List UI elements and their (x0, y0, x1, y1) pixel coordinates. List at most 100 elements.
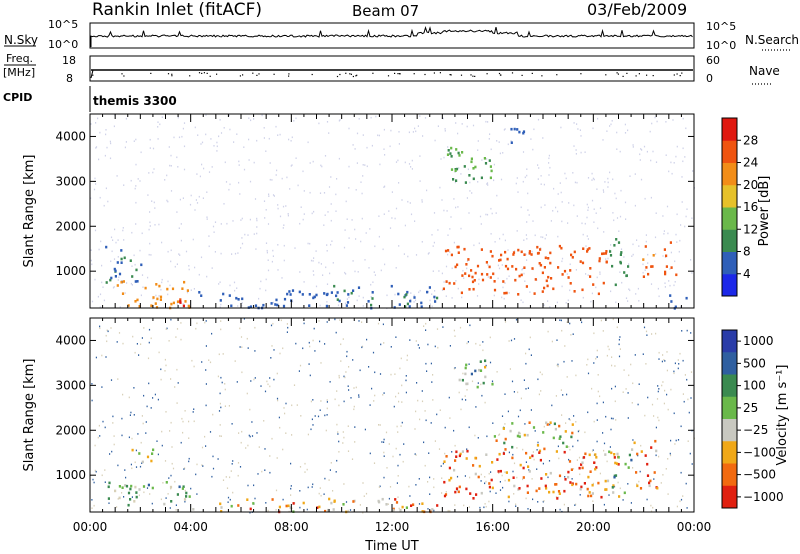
noise-cell (190, 194, 192, 197)
noise-cell (201, 163, 203, 166)
echo-cell (219, 502, 222, 506)
echo-cell (274, 303, 277, 306)
echo-cell (531, 454, 534, 458)
noise-cell (175, 509, 177, 511)
echo-cell (631, 448, 634, 451)
noise-cell (676, 145, 678, 148)
noise-cell (540, 236, 542, 238)
noise-cell (692, 170, 694, 172)
noise-cell (222, 479, 225, 481)
echo-cell (129, 498, 132, 501)
noise-cell (336, 390, 338, 392)
noise-cell (279, 352, 281, 355)
noise-cell (117, 378, 119, 380)
echo-cell (352, 500, 355, 503)
echo-cell (522, 476, 525, 479)
echo-cell (405, 506, 408, 509)
noise-cell (394, 217, 396, 220)
noise-cell (241, 304, 243, 307)
noise-cell (295, 117, 297, 120)
echo-cell (549, 421, 552, 424)
echo-cell (595, 456, 598, 459)
noise-cell (593, 420, 595, 423)
echo-cell (286, 292, 289, 296)
noise-cell (557, 210, 559, 213)
echo-cell (545, 279, 548, 283)
echo-cell (545, 421, 548, 425)
noise-cell (654, 116, 656, 119)
noise-cell (300, 206, 302, 208)
echo-cell (457, 251, 460, 254)
noise-cell (528, 214, 530, 216)
noise-cell (678, 363, 680, 365)
noise-cell (606, 130, 608, 132)
noise-cell (635, 293, 637, 295)
noise-cell (330, 243, 332, 246)
noise-cell (662, 381, 664, 383)
noise-cell (592, 482, 594, 485)
echo-cell (586, 248, 589, 251)
noise-cell (149, 242, 151, 245)
noise-cell (664, 282, 666, 284)
noise-cell (690, 332, 692, 334)
noise-cell (157, 121, 159, 123)
nave-dot (198, 72, 201, 74)
noise-cell (524, 280, 526, 282)
noise-cell (501, 415, 504, 417)
echo-cell (613, 475, 616, 479)
noise-cell (317, 415, 320, 418)
noise-cell (131, 467, 133, 470)
noise-cell (193, 288, 195, 290)
noise-cell (343, 246, 346, 249)
echo-cell (468, 174, 471, 177)
echo-cell (404, 305, 407, 308)
noise-cell (271, 437, 273, 440)
echo-cell (118, 485, 121, 488)
noise-cell (615, 301, 617, 304)
noise-cell (388, 497, 390, 500)
noise-cell (360, 181, 362, 183)
noise-cell (309, 345, 311, 348)
echo-cell (534, 278, 537, 281)
noise-cell (312, 483, 314, 486)
noise-cell (246, 392, 248, 395)
noise-cell (469, 181, 471, 184)
noise-cell (679, 352, 681, 355)
noise-cell (347, 385, 349, 387)
noise-cell (658, 419, 660, 422)
echo-cell (523, 433, 526, 437)
nave-dot (413, 73, 415, 75)
noise-cell (612, 417, 614, 420)
noise-cell (251, 435, 254, 437)
echo-cell (581, 288, 584, 292)
echo-cell (573, 290, 576, 293)
echo-cell (488, 159, 491, 162)
noise-cell (203, 167, 205, 170)
noise-cell (197, 134, 199, 136)
noise-cell (374, 245, 376, 248)
nave-dot (679, 75, 681, 77)
noise-cell (269, 162, 271, 164)
nave-dot (397, 73, 399, 75)
noise-cell (379, 373, 382, 375)
noise-cell (310, 400, 312, 403)
noise-cell (160, 368, 162, 371)
noise-cell (656, 398, 659, 400)
echo-cell (478, 368, 481, 372)
noise-cell (520, 299, 522, 301)
echo-cell (325, 304, 328, 308)
noise-cell (638, 480, 640, 483)
echo-cell (408, 305, 411, 308)
y-tick-label: 4000 (55, 129, 86, 143)
noise-cell (148, 328, 151, 331)
noise-cell (674, 443, 676, 445)
noise-cell (532, 498, 534, 501)
noise-cell (638, 383, 640, 385)
noise-cell (449, 228, 451, 230)
noise-cell (330, 203, 332, 205)
noise-cell (487, 276, 489, 278)
echo-cell (182, 485, 185, 488)
noise-cell (227, 501, 229, 503)
noise-cell (140, 151, 142, 154)
echo-cell (536, 245, 539, 249)
